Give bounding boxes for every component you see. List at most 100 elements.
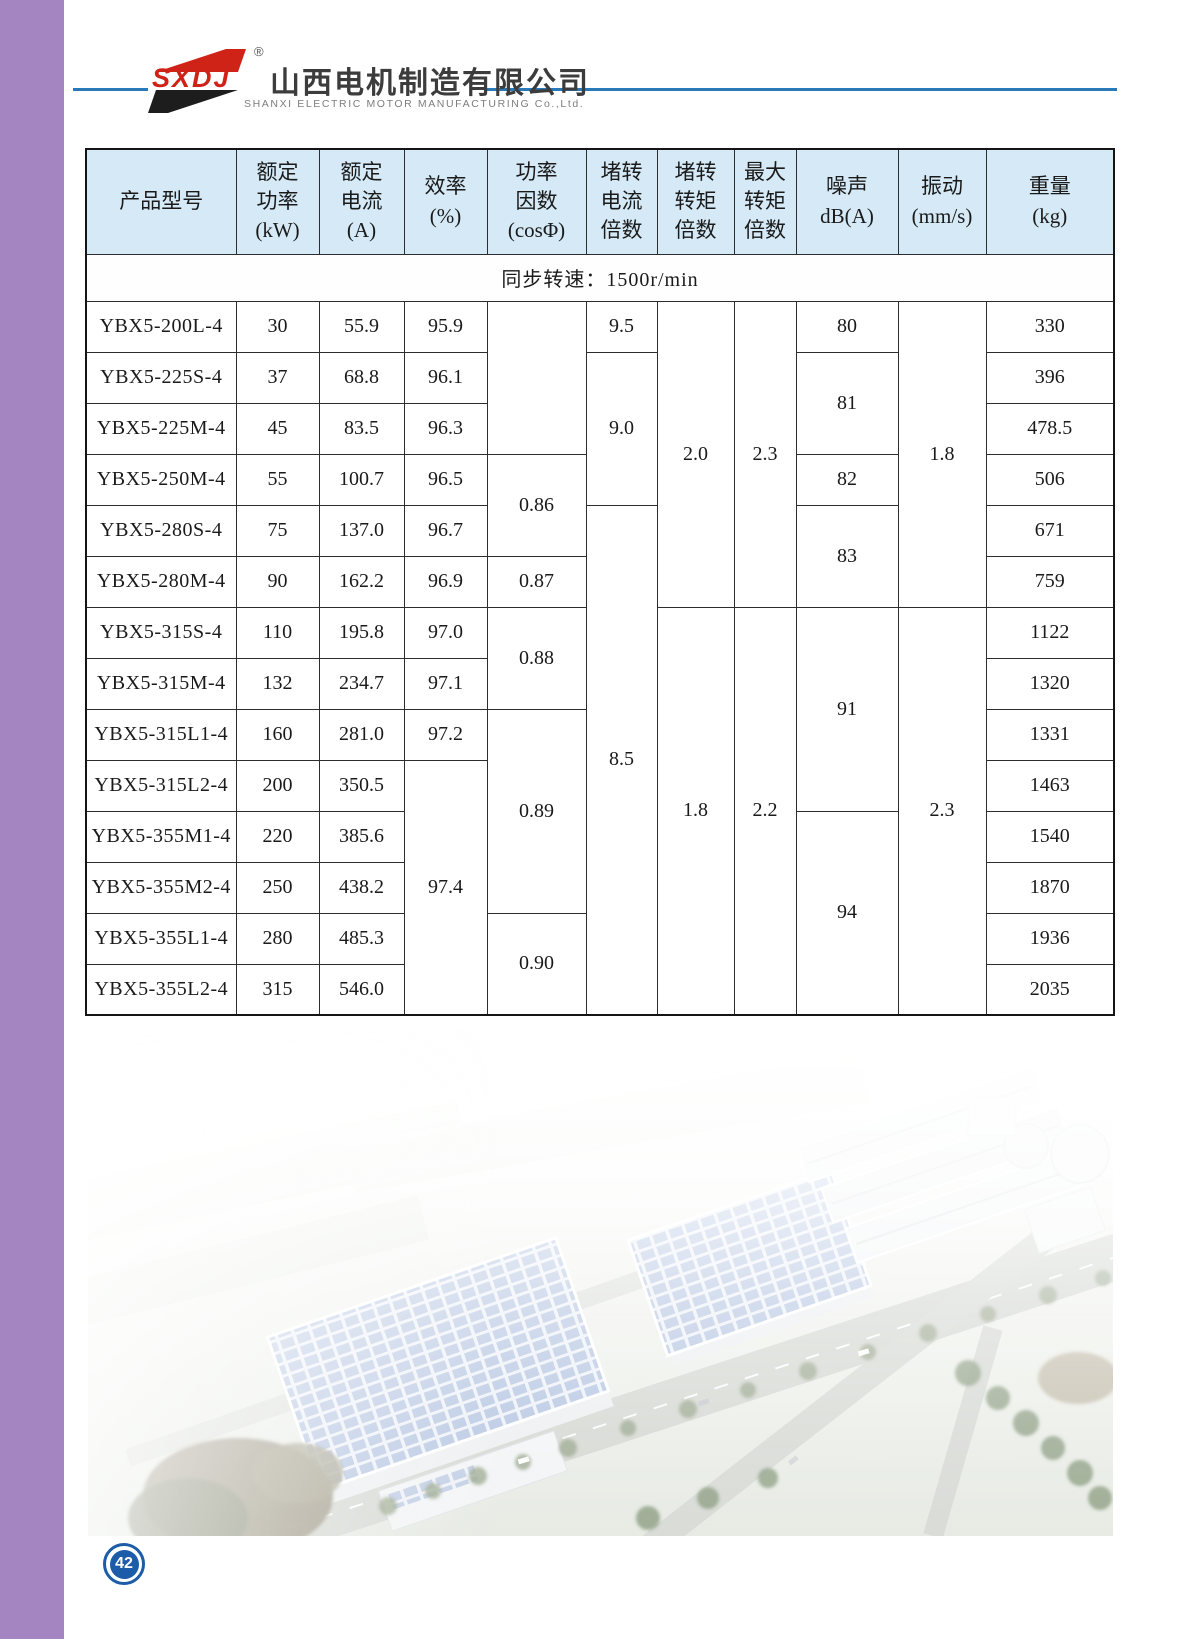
col-header-max-torque: 最大 转矩 倍数 [733, 148, 797, 255]
cell-locked-torque: 2.0 [656, 300, 735, 608]
cell-current: 68.8 [318, 351, 405, 404]
cell-current: 350.5 [318, 759, 405, 812]
cell-model: YBX5-315M-4 [85, 657, 237, 710]
cell-model: YBX5-225S-4 [85, 351, 237, 404]
cell-weight: 1331 [985, 708, 1115, 761]
cell-current: 195.8 [318, 606, 405, 659]
cell-current: 546.0 [318, 963, 405, 1016]
cell-efficiency: 96.3 [403, 402, 488, 455]
factory-aerial-svg [88, 1028, 1113, 1536]
cell-efficiency: 95.9 [403, 300, 488, 353]
page-number: 42 [109, 1549, 139, 1579]
col-header-power-factor: 功率 因数 (cosΦ) [486, 148, 587, 255]
table-row: YBX5-250M-4 55 100.7 96.5 0.86 82 506 [85, 453, 1115, 557]
cell-current: 281.0 [318, 708, 405, 761]
cell-current: 100.7 [318, 453, 405, 506]
cell-weight: 396 [985, 351, 1115, 404]
cell-power: 30 [235, 300, 320, 353]
cell-efficiency: 97.0 [403, 606, 488, 659]
col-header-locked-current: 堵转 电流 倍数 [585, 148, 658, 255]
cell-power: 220 [235, 810, 320, 863]
col-header-efficiency: 效率 (%) [403, 148, 488, 255]
cell-efficiency: 96.1 [403, 351, 488, 404]
cell-weight: 1936 [985, 912, 1115, 965]
cell-current: 234.7 [318, 657, 405, 710]
cell-efficiency: 96.7 [403, 504, 488, 557]
cell-current: 83.5 [318, 402, 405, 455]
cell-model: YBX5-280S-4 [85, 504, 237, 557]
company-logo: SXDJ [142, 44, 252, 118]
cell-max-torque: 2.2 [733, 606, 797, 1016]
cell-power: 200 [235, 759, 320, 812]
cell-weight: 478.5 [985, 402, 1115, 455]
cell-power: 250 [235, 861, 320, 914]
cell-current: 385.6 [318, 810, 405, 863]
cell-power: 160 [235, 708, 320, 761]
cell-power: 45 [235, 402, 320, 455]
cell-model: YBX5-315S-4 [85, 606, 237, 659]
cell-power: 37 [235, 351, 320, 404]
table-row: YBX5-315M-4 132 234.7 97.1 1320 [85, 657, 1115, 710]
cell-power-factor [486, 300, 587, 455]
cell-weight: 330 [985, 300, 1115, 353]
cell-power: 55 [235, 453, 320, 506]
table-row: YBX5-355L1-4 280 485.3 0.90 1936 [85, 912, 1115, 1016]
cell-current: 485.3 [318, 912, 405, 965]
table-header-row: 产品型号 额定 功率 (kW) 额定 电流 (A) 效率 (%) 功率 因数 (… [85, 148, 1115, 255]
cell-current: 438.2 [318, 861, 405, 914]
col-header-model: 产品型号 [85, 148, 237, 255]
cell-power-factor: 0.86 [486, 453, 587, 557]
sxdj-logo-icon: SXDJ [148, 49, 246, 113]
cell-weight: 1870 [985, 861, 1115, 914]
cell-weight: 1463 [985, 759, 1115, 812]
cell-vibration: 2.3 [897, 606, 987, 1016]
cell-power: 110 [235, 606, 320, 659]
cell-power-factor: 0.89 [486, 708, 587, 914]
cell-current: 55.9 [318, 300, 405, 353]
table-row: YBX5-355M2-4 250 438.2 1870 [85, 861, 1115, 914]
logo-text: SXDJ [152, 63, 231, 93]
table-row: YBX5-280M-4 90 162.2 96.9 0.87 759 [85, 555, 1115, 608]
cell-weight: 1540 [985, 810, 1115, 863]
cell-locked-current: 9.0 [585, 351, 658, 506]
cell-noise: 91 [795, 606, 899, 812]
cell-weight: 2035 [985, 963, 1115, 1016]
cell-efficiency: 96.5 [403, 453, 488, 506]
col-header-vibration: 振动 (mm/s) [897, 148, 987, 255]
cell-weight: 1320 [985, 657, 1115, 710]
spec-table-wrap: 产品型号 额定 功率 (kW) 额定 电流 (A) 效率 (%) 功率 因数 (… [85, 148, 1115, 1016]
cell-noise: 80 [795, 300, 899, 353]
page-number-badge: 42 [103, 1543, 145, 1585]
cell-model: YBX5-200L-4 [85, 300, 237, 353]
cell-weight: 671 [985, 504, 1115, 557]
cell-power: 315 [235, 963, 320, 1016]
sync-speed-label: 同步转速：1500r/min [85, 253, 1115, 302]
table-row: YBX5-225S-4 37 68.8 96.1 9.0 81 396 [85, 351, 1115, 506]
cell-power: 90 [235, 555, 320, 608]
group-header-row: 同步转速：1500r/min [85, 253, 1115, 302]
cell-model: YBX5-315L1-4 [85, 708, 237, 761]
col-header-weight: 重量 (kg) [985, 148, 1115, 255]
cell-model: YBX5-355M2-4 [85, 861, 237, 914]
table-row: YBX5-200L-4 30 55.9 95.9 9.5 2.0 2.3 80 … [85, 300, 1115, 608]
cell-locked-torque: 1.8 [656, 606, 735, 1016]
cell-model: YBX5-250M-4 [85, 453, 237, 506]
registered-trademark-symbol: ® [254, 44, 264, 59]
cell-model: YBX5-355L1-4 [85, 912, 237, 965]
cell-efficiency: 97.4 [403, 759, 488, 1016]
cell-locked-current: 8.5 [585, 504, 658, 1016]
company-name-zh: 山西电机制造有限公司 [270, 67, 590, 100]
cell-efficiency: 97.2 [403, 708, 488, 761]
factory-aerial-image [88, 1028, 1113, 1536]
cell-power: 132 [235, 657, 320, 710]
cell-vibration: 1.8 [897, 300, 987, 608]
table-row: YBX5-315S-4 110 195.8 97.0 0.88 1.8 2.2 … [85, 606, 1115, 1016]
cell-weight: 506 [985, 453, 1115, 506]
cell-model: YBX5-355M1-4 [85, 810, 237, 863]
cell-noise: 83 [795, 504, 899, 608]
cell-power-factor: 0.87 [486, 555, 587, 608]
cell-noise: 94 [795, 810, 899, 1016]
header-rule-left [73, 88, 148, 91]
cell-power: 75 [235, 504, 320, 557]
